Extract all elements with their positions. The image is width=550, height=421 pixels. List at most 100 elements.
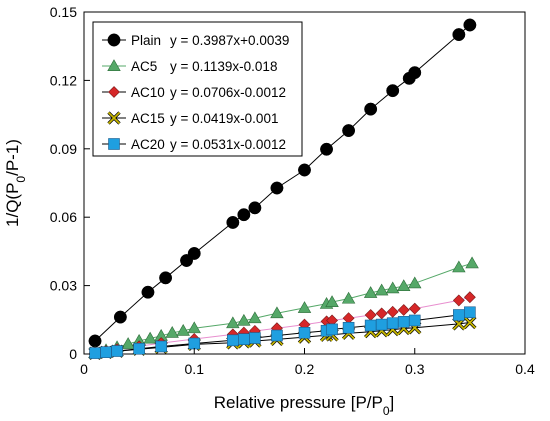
x-tick-label: 0.3 xyxy=(405,361,425,377)
data-point-ac20 xyxy=(188,337,201,350)
data-point-plain xyxy=(187,247,201,260)
y-tick-label: 0 xyxy=(69,346,77,362)
data-point-ac20 xyxy=(271,329,283,342)
data-point-plain xyxy=(408,66,422,80)
data-point-ac20 xyxy=(386,317,399,330)
data-point-ac5 xyxy=(226,316,240,329)
data-point-ac15 xyxy=(463,315,477,330)
x-tick-label: 0.2 xyxy=(295,361,315,377)
data-point-plain xyxy=(113,310,127,324)
data-point-ac20 xyxy=(408,314,421,327)
data-point-ac5 xyxy=(452,260,466,273)
legend-marker-ac15 xyxy=(107,111,121,125)
data-point-ac20 xyxy=(89,347,101,359)
data-point-ac5 xyxy=(187,321,201,334)
data-point-plain xyxy=(364,102,378,116)
data-point-ac5 xyxy=(363,286,378,298)
legend-label-plain: Plain xyxy=(131,33,161,48)
data-point-plain xyxy=(298,163,311,177)
y-tick-label: 0.15 xyxy=(50,4,77,20)
data-point-ac20 xyxy=(326,323,338,336)
data-point-ac20 xyxy=(155,340,167,353)
data-point-ac5 xyxy=(397,279,411,292)
y-tick-label: 0.12 xyxy=(50,72,77,88)
x-tick-label: 0 xyxy=(80,361,88,377)
data-point-ac20 xyxy=(249,332,261,344)
legend-marker-ac5 xyxy=(107,59,121,71)
data-point-plain xyxy=(237,208,251,222)
data-point-ac10 xyxy=(397,304,410,316)
series-markers-plain xyxy=(88,18,477,348)
legend-equation-ac5: y = 0.1139x-0.018 xyxy=(170,59,277,74)
data-point-plain xyxy=(141,285,155,299)
data-point-ac10 xyxy=(463,291,476,304)
data-point-ac20 xyxy=(397,316,410,328)
data-point-ac5 xyxy=(385,281,400,294)
legend-label-ac5: AC5 xyxy=(131,59,157,74)
data-point-ac5 xyxy=(270,306,284,319)
x-tick-label: 0.4 xyxy=(515,361,535,377)
data-point-plain xyxy=(320,142,333,156)
data-point-ac5 xyxy=(325,295,339,307)
legend-label-ac15: AC15 xyxy=(131,111,165,126)
legend-equation-ac15: y = 0.0419x-0.001 xyxy=(170,111,278,126)
legend-marker-ac10 xyxy=(108,86,120,98)
y-tick-label: 0.09 xyxy=(50,141,77,157)
data-point-plain xyxy=(159,271,173,285)
y-tick-label: 0.06 xyxy=(50,209,77,225)
data-point-ac5 xyxy=(121,337,135,349)
series-markers-ac20 xyxy=(89,306,476,359)
x-axis-label: Relative pressure [P/P0] xyxy=(214,393,395,418)
y-axis-label: 1/Q(P0/P-1) xyxy=(3,139,28,227)
data-point-ac5 xyxy=(143,331,157,344)
data-point-ac20 xyxy=(298,326,311,339)
series-markers-ac5 xyxy=(88,256,479,358)
data-point-plain xyxy=(248,201,262,215)
data-point-plain xyxy=(452,28,466,42)
data-point-ac5 xyxy=(297,301,312,313)
data-point-ac5 xyxy=(248,311,262,324)
data-point-ac10 xyxy=(386,305,399,318)
legend-label-ac10: AC10 xyxy=(131,85,165,100)
data-point-ac20 xyxy=(227,334,239,347)
data-point-ac20 xyxy=(133,342,145,355)
data-point-ac10 xyxy=(452,294,465,307)
data-point-ac20 xyxy=(342,321,355,334)
data-point-ac20 xyxy=(464,306,476,319)
data-point-plain xyxy=(226,215,240,229)
data-point-ac20 xyxy=(375,318,388,331)
data-point-ac10 xyxy=(408,302,421,315)
legend-equation-plain: y = 0.3987x+0.0039 xyxy=(170,33,289,48)
legend-equation-ac10: y = 0.0706x-0.0012 xyxy=(170,85,286,100)
data-point-ac5 xyxy=(408,276,422,289)
data-point-ac5 xyxy=(237,313,251,326)
data-point-ac5 xyxy=(176,323,190,336)
data-point-ac5 xyxy=(465,256,479,269)
data-point-ac20 xyxy=(453,309,465,321)
data-point-ac5 xyxy=(341,291,356,304)
x-axis-ticks: 0 0.1 0.2 0.3 0.4 xyxy=(80,348,535,377)
data-point-ac5 xyxy=(374,283,389,296)
data-point-ac5 xyxy=(165,325,179,338)
legend-label-ac20: AC20 xyxy=(131,137,165,152)
data-point-plain xyxy=(463,18,477,32)
data-point-plain xyxy=(270,181,284,195)
data-point-ac20 xyxy=(111,345,123,357)
data-point-plain xyxy=(88,334,102,348)
legend-box xyxy=(92,21,303,157)
y-tick-label: 0.03 xyxy=(50,278,77,294)
legend: Plain y = 0.3987x+0.0039 AC5 y = 0.1139x-0.… xyxy=(92,21,303,157)
data-point-ac20 xyxy=(238,333,250,345)
legend-marker-ac20 xyxy=(108,138,120,150)
y-axis-ticks: 0 0.03 0.06 0.09 0.12 0.15 xyxy=(50,4,90,362)
data-point-plain xyxy=(386,84,400,98)
data-point-plain xyxy=(342,124,356,138)
legend-equation-ac20: y = 0.0531x-0.0012 xyxy=(170,137,286,152)
legend-marker-plain xyxy=(107,33,121,47)
legend-items: Plain y = 0.3987x+0.0039 AC5 y = 0.1139x-0.… xyxy=(102,33,289,152)
data-point-ac20 xyxy=(364,319,377,332)
x-tick-label: 0.1 xyxy=(185,361,205,377)
data-markers xyxy=(88,18,479,360)
data-point-ac20 xyxy=(100,346,112,358)
